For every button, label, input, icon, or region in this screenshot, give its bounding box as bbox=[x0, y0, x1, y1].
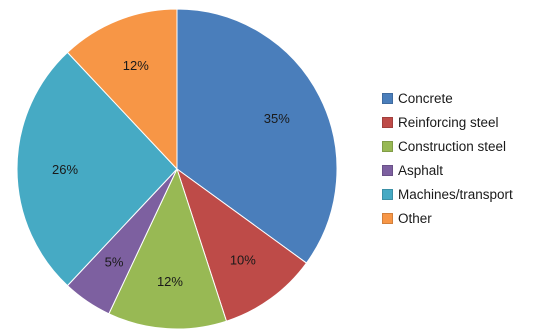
legend-item-construction-steel: Construction steel bbox=[382, 134, 513, 158]
pie-slices bbox=[16, 8, 338, 330]
legend-label: Asphalt bbox=[398, 162, 444, 178]
legend-item-concrete: Concrete bbox=[382, 86, 513, 110]
pie-slice-construction-steel bbox=[108, 167, 228, 330]
legend-label: Other bbox=[398, 210, 432, 226]
legend-label: Reinforcing steel bbox=[398, 114, 499, 130]
legend-item-other: Other bbox=[382, 206, 513, 230]
legend-swatch bbox=[382, 92, 393, 104]
pie-slice-other bbox=[66, 8, 178, 171]
legend-item-reinforcing-steel: Reinforcing steel bbox=[382, 110, 513, 134]
legend-label: Machines/transport bbox=[398, 186, 513, 202]
slice-value-label-reinforcing-steel: 10% bbox=[230, 253, 256, 268]
legend-swatch bbox=[382, 116, 393, 128]
pie-slice-concrete bbox=[176, 8, 338, 264]
pie-slice-machines-transport bbox=[16, 51, 178, 287]
pie-slice-reinforcing-steel bbox=[176, 167, 308, 322]
slice-value-label-machines-transport: 26% bbox=[52, 162, 78, 177]
pie-value-labels: 35% 10% 12% 5% 26% 12% bbox=[52, 58, 290, 289]
legend-swatch bbox=[382, 188, 393, 200]
legend-item-machines-transport: Machines/transport bbox=[382, 182, 513, 206]
legend-label: Concrete bbox=[398, 90, 453, 106]
slice-value-label-other: 12% bbox=[123, 58, 149, 73]
legend-swatch bbox=[382, 164, 393, 176]
slice-value-label-construction-steel: 12% bbox=[157, 274, 183, 289]
legend-item-asphalt: Asphalt bbox=[382, 158, 513, 182]
legend: Concrete Reinforcing steel Construction st… bbox=[382, 86, 513, 230]
legend-swatch bbox=[382, 212, 393, 224]
legend-swatch bbox=[382, 140, 393, 152]
slice-value-label-asphalt: 5% bbox=[105, 255, 124, 270]
legend-label: Construction steel bbox=[398, 138, 507, 154]
slice-value-label-concrete: 35% bbox=[264, 111, 290, 126]
